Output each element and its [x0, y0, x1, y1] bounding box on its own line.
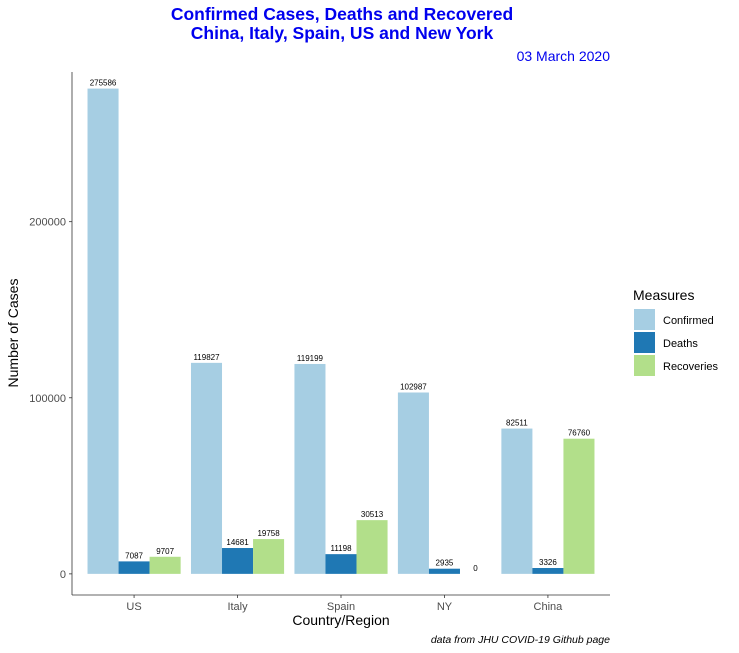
bar-value-label: 119827 [193, 353, 220, 362]
legend-items: Confirmed Deaths Recoveries [634, 309, 719, 376]
legend-swatch-deaths [634, 332, 655, 353]
y-axis-title: Number of Cases [5, 279, 21, 388]
bar-recoveries-spain [356, 520, 388, 574]
bar-value-label: 9707 [156, 547, 174, 556]
bar-recoveries-us [149, 556, 181, 574]
bar-value-label: 14681 [226, 538, 249, 547]
bar-deaths-ny [428, 568, 460, 574]
bar-value-label: 7087 [125, 551, 143, 560]
chart-caption: data from JHU COVID-19 Github page [431, 634, 610, 646]
bar-confirmed-ny [397, 392, 429, 574]
x-tick-label: Spain [327, 601, 355, 613]
legend-label-recoveries: Recoveries [663, 361, 719, 373]
legend-label-deaths: Deaths [663, 338, 698, 350]
y-tick-label: 0 [60, 569, 66, 581]
bar-value-label: 82511 [506, 419, 528, 428]
bar-value-label: 119199 [297, 354, 324, 363]
bar-deaths-us [118, 561, 150, 574]
legend-swatch-recoveries [634, 355, 655, 376]
y-tick-label: 200000 [29, 217, 66, 229]
bars-group [87, 88, 595, 574]
bar-value-label: 0 [473, 564, 478, 573]
bar-recoveries-china [563, 438, 595, 574]
legend-swatch-confirmed [634, 309, 655, 330]
bar-value-label: 30513 [361, 510, 384, 519]
bar-value-label: 275586 [90, 79, 117, 88]
bar-labels-group: 275586 7087 9707 119827 14681 19758 119199 1119… [90, 79, 591, 573]
bar-value-label: 76760 [568, 429, 591, 438]
bar-confirmed-china [501, 428, 533, 574]
legend-label-confirmed: Confirmed [663, 315, 714, 327]
chart-subtitle: 03 March 2020 [517, 48, 611, 64]
legend-title: Measures [633, 287, 694, 303]
y-tick-label: 100000 [29, 393, 66, 405]
x-tick-label: US [126, 601, 141, 613]
bar-value-label: 11198 [330, 544, 352, 553]
bar-recoveries-italy [253, 539, 285, 574]
bar-deaths-spain [325, 554, 357, 574]
chart-title-line2: China, Italy, Spain, US and New York [191, 23, 494, 43]
bar-value-label: 102987 [400, 383, 427, 392]
bar-value-label: 19758 [257, 529, 280, 538]
bar-confirmed-italy [190, 362, 223, 574]
x-tick-label: NY [437, 601, 453, 613]
bar-deaths-china [532, 568, 564, 574]
legend: Measures Confirmed Deaths Recoveries [633, 287, 719, 376]
bar-value-label: 2935 [436, 559, 454, 568]
bar-confirmed-spain [294, 363, 326, 574]
bar-value-label: 3326 [539, 558, 557, 567]
x-tick-label: China [534, 601, 564, 613]
bar-deaths-italy [222, 548, 254, 574]
x-tick-label: Italy [227, 601, 248, 613]
x-ticks-group: US Italy Spain NY China [126, 595, 563, 613]
chart-title: Confirmed Cases, Deaths and Recovered [171, 4, 513, 24]
bar-confirmed-us [87, 88, 119, 574]
y-ticks-group: 0 100000 200000 [29, 217, 72, 581]
x-axis-title: Country/Region [292, 612, 389, 628]
